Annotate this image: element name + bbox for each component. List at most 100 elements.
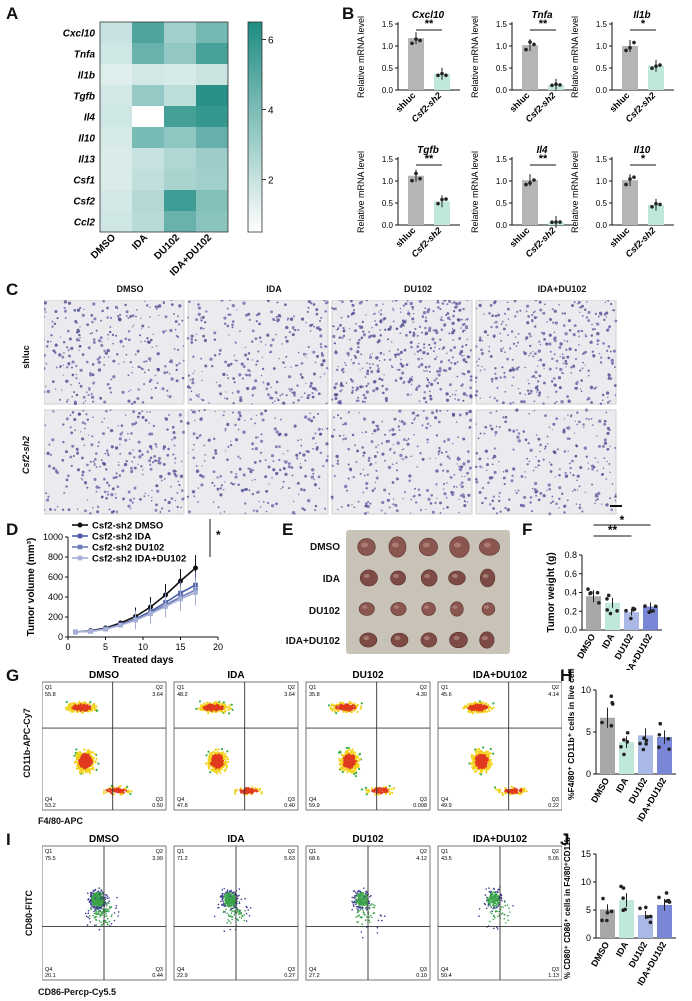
invasion-cell [106,348,110,353]
invasion-cell [303,488,306,492]
invasion-cell [125,315,128,317]
invasion-cell [197,303,200,306]
invasion-cell [489,424,492,427]
flow-event [328,704,331,707]
flow-event [81,771,84,774]
invasion-cell [614,493,617,495]
invasion-cell [86,463,89,467]
invasion-cell [310,382,313,385]
tumor [420,632,438,648]
invasion-cell [246,357,250,361]
invasion-cell [434,457,437,459]
invasion-cell [551,357,554,361]
invasion-cell [445,450,448,454]
invasion-cell [164,498,167,502]
invasion-cell [156,367,160,371]
invasion-cell [359,472,362,475]
invasion-cell [519,503,523,507]
invasion-cell [186,336,190,340]
invasion-cell [494,314,498,318]
invasion-cell [423,369,425,372]
invasion-cell [469,378,473,382]
flow-event [379,790,382,793]
invasion-cell [138,411,141,415]
invasion-cell [71,411,75,414]
invasion-cell [346,489,349,492]
heatmap-cell [164,64,196,85]
invasion-cell [526,321,530,325]
invasion-cell [467,493,471,497]
invasion-cell [539,308,543,312]
invasion-cell [195,465,198,468]
invasion-cell [589,385,594,390]
invasion-cell [577,301,581,304]
invasion-cell [106,306,109,310]
flow-event [360,702,363,705]
invasion-cell [94,463,96,465]
invasion-cell [539,343,542,346]
qpcr-bar [622,180,638,225]
bar-y-tick-label: 0.8 [564,550,577,560]
invasion-cell [539,450,541,453]
invasion-cell [495,425,498,428]
invasion-cell [393,432,397,436]
invasion-cell [304,474,307,478]
flow-event [346,704,349,708]
invasion-cell [453,485,456,488]
invasion-cell [469,386,472,390]
invasion-cell [526,389,530,392]
panel-label-h: H [560,666,573,685]
invasion-cell [537,380,540,383]
invasion-cell [466,318,469,321]
bar-data-point [649,609,653,613]
invasion-cell [343,434,345,437]
invasion-cell [607,377,610,380]
invasion-cell [299,487,304,492]
invasion-cell [108,386,112,390]
invasion-cell [137,388,140,391]
invasion-cell [433,357,437,361]
invasion-cell [280,488,282,490]
invasion-cell [499,332,502,335]
flow-event [239,787,242,790]
invasion-cell [603,419,607,423]
invasion-cell [155,484,159,488]
invasion-cell [240,488,245,493]
growth-y-tick-label: 800 [48,552,63,562]
invasion-cell [384,433,386,436]
invasion-cell [557,376,562,380]
invasion-cell [244,487,248,491]
invasion-cell [127,317,130,320]
invasion-cell [435,409,438,412]
invasion-cell [558,386,562,390]
invasion-col-label: DMSO [116,284,144,294]
invasion-cell [106,481,109,485]
invasion-cell [225,391,227,393]
invasion-cell [53,322,57,326]
invasion-cell [542,331,546,336]
invasion-row-label: Csf2-sh2 [21,436,31,475]
invasion-cell [252,509,255,512]
invasion-cell [484,449,489,453]
invasion-cell [356,350,360,354]
heatmap-cell [132,211,164,232]
qpcr-y-tick-label: 1.5 [382,155,394,164]
invasion-cell [137,463,139,465]
invasion-cell [173,472,177,476]
tumor-row-label: DU102 [308,606,340,617]
invasion-cell [398,368,401,371]
invasion-cell [176,505,179,509]
invasion-cell [486,469,488,471]
invasion-cell [351,433,355,437]
invasion-cell [398,429,401,432]
invasion-cell [585,316,589,319]
invasion-cell [44,354,46,357]
invasion-cell [142,469,144,471]
invasion-cell [158,314,160,317]
invasion-cell [302,453,306,457]
invasion-cell [182,430,185,434]
invasion-cell [559,468,561,471]
flow-event [338,750,341,753]
heatmap-cell [196,22,228,43]
invasion-cell [309,301,313,305]
